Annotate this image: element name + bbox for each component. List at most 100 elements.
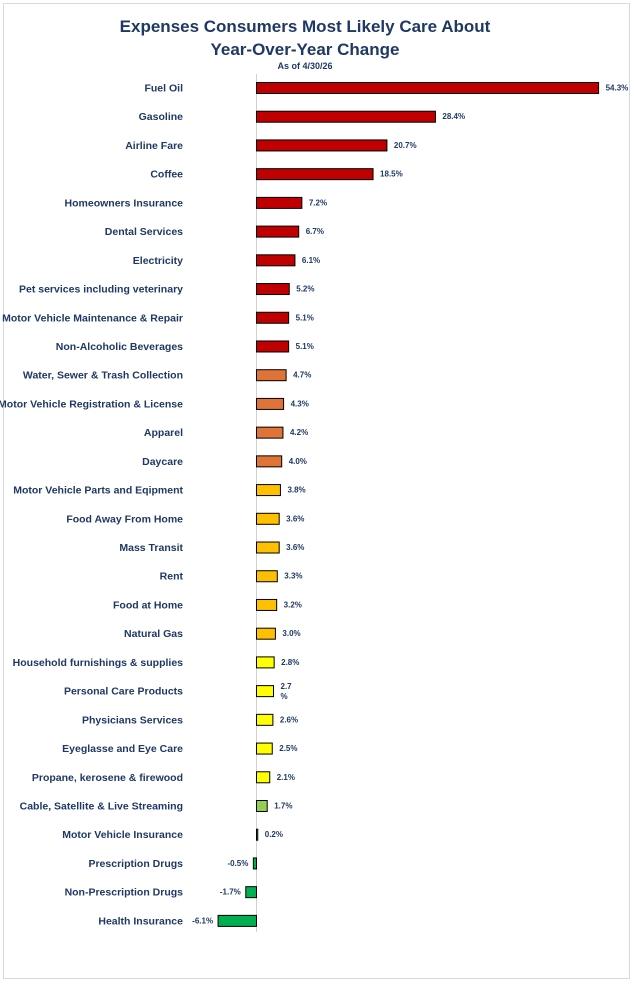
data-label: 28.4% [442, 112, 465, 121]
category-label: Gasoline [139, 111, 184, 123]
data-label: 18.5% [380, 170, 403, 179]
data-label: 1.7% [274, 802, 292, 811]
bar [256, 225, 300, 238]
bar-row: Non-Alcoholic Beverages 5.1% [56, 340, 314, 353]
category-label: Personal Care Products [64, 686, 183, 698]
bar [256, 139, 388, 152]
bar [256, 771, 271, 784]
data-label: -0.5% [227, 859, 248, 868]
bar-row: Food Away From Home 3.6% [66, 512, 304, 525]
category-label: Dental Services [105, 226, 183, 238]
bar-row: Eyeglasse and Eye Care 2.5% [62, 742, 297, 755]
bar-row: Water, Sewer & Trash Collection 4.7% [23, 369, 311, 382]
category-label: Apparel [144, 427, 183, 439]
data-label: 4.2% [290, 428, 308, 437]
category-label: Prescription Drugs [88, 858, 183, 870]
bar-row: Pet services including veterinary 5.2% [19, 283, 314, 296]
bar-row: Non-Prescription Drugs -1.7% [65, 886, 257, 899]
data-label: 7.2% [309, 198, 327, 207]
category-label: Propane, kerosene & firewood [32, 772, 183, 784]
data-label: 0.2% [265, 830, 283, 839]
bar [256, 713, 274, 726]
bar-row: Homeowners Insurance 7.2% [65, 196, 327, 209]
bar [256, 254, 296, 267]
data-label: 5.2% [296, 285, 314, 294]
bar-row: Mass Transit 3.6% [119, 541, 304, 554]
data-label: 2.1% [277, 773, 295, 782]
category-label: Health Insurance [98, 915, 183, 927]
bar-row: Natural Gas 3.0% [124, 627, 301, 640]
data-label: 2.7% [281, 682, 293, 701]
bar-row: Cable, Satellite & Live Streaming 1.7% [20, 800, 292, 813]
bar-row: Physicians Services 2.6% [82, 713, 298, 726]
bar [256, 311, 290, 324]
bar-row: Apparel 4.2% [144, 426, 308, 439]
chart-title-line2: Year-Over-Year Change [211, 40, 400, 59]
data-label: 4.0% [289, 457, 307, 466]
category-label: Water, Sewer & Trash Collection [23, 370, 183, 382]
bar-row: Health Insurance -6.1% [98, 914, 258, 927]
bar [256, 742, 273, 755]
bar-row: Prescription Drugs -0.5% [88, 857, 258, 870]
bar [256, 196, 303, 209]
data-label: 2.5% [279, 744, 297, 753]
data-label: 3.8% [287, 486, 305, 495]
bar [256, 570, 278, 583]
data-label: 2.8% [281, 658, 299, 667]
category-label: Motor Vehicle Maintenance & Repair [2, 312, 183, 324]
category-label: Rent [160, 571, 184, 583]
category-label: Food Away From Home [66, 513, 183, 525]
category-label: Mass Transit [119, 542, 183, 554]
data-label: 5.1% [296, 313, 314, 322]
bar-row: Dental Services 6.7% [105, 225, 324, 238]
bar-row: Motor Vehicle Registration & License 4.3% [0, 397, 309, 410]
bar [245, 886, 257, 899]
bar [256, 541, 280, 554]
category-label: Household furnishings & supplies [13, 657, 184, 669]
data-label: 3.3% [284, 572, 302, 581]
category-label: Electricity [133, 255, 183, 267]
data-label: 2.6% [280, 715, 298, 724]
category-label: Airline Fare [125, 140, 183, 152]
bar [256, 340, 290, 353]
data-label: 3.0% [282, 629, 300, 638]
bar-row: Electricity 6.1% [133, 254, 320, 267]
bar [256, 656, 275, 669]
bar [256, 484, 281, 497]
bar-row: Daycare 4.0% [142, 455, 307, 468]
bar-row: Fuel Oil 54.3% [144, 82, 629, 95]
bar [256, 369, 287, 382]
category-label: Daycare [142, 456, 183, 468]
plot-area: Fuel Oil 54.3% Gasoline 28.4% Airline Fare 20… [0, 74, 628, 932]
category-label: Pet services including veterinary [19, 284, 183, 296]
bar-row: Propane, kerosene & firewood 2.1% [32, 771, 295, 784]
bar [256, 627, 276, 640]
data-label: 5.1% [296, 342, 314, 351]
data-label: 3.6% [286, 514, 304, 523]
category-label: Motor Vehicle Registration & License [0, 398, 183, 410]
category-label: Non-Alcoholic Beverages [56, 341, 183, 353]
chart-subtitle: As of 4/30/26 [277, 61, 332, 71]
bar-row: Personal Care Products 2.7% [64, 682, 292, 701]
category-label: Food at Home [113, 599, 183, 611]
data-label: 4.3% [291, 399, 309, 408]
bar-row: Motor Vehicle Insurance 0.2% [62, 828, 283, 841]
category-label: Motor Vehicle Parts and Eqipment [13, 485, 183, 497]
category-label: Physicians Services [82, 714, 183, 726]
category-label: Motor Vehicle Insurance [62, 829, 183, 841]
data-label: -6.1% [192, 916, 213, 925]
data-label: 3.6% [286, 543, 304, 552]
data-label: -1.7% [220, 888, 241, 897]
bar-row: Motor Vehicle Maintenance & Repair 5.1% [2, 311, 314, 324]
chart-title: Expenses Consumers Most Likely Care Abou… [120, 17, 491, 36]
category-label: Natural Gas [124, 628, 183, 640]
bar [256, 685, 275, 698]
bar [256, 110, 436, 123]
bar [256, 168, 374, 181]
bar-row: Household furnishings & supplies 2.8% [13, 656, 299, 669]
bar [256, 800, 268, 812]
category-label: Eyeglasse and Eye Care [62, 743, 183, 755]
data-label: 54.3% [606, 84, 629, 93]
bar [217, 914, 258, 927]
